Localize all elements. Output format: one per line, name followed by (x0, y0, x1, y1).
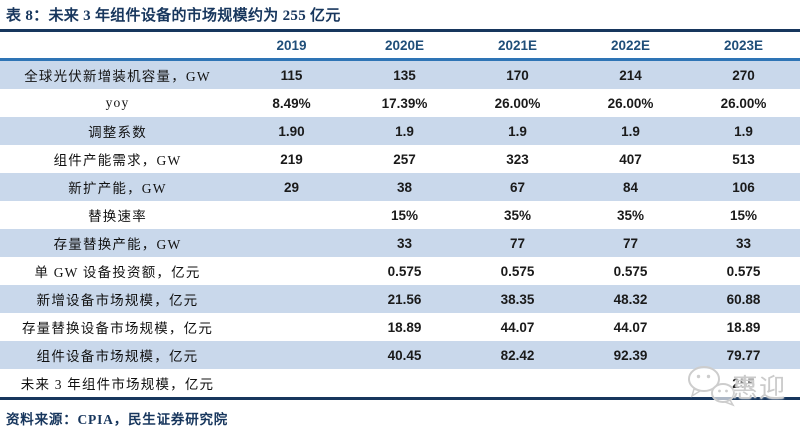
cell-value: 1.9 (621, 123, 640, 139)
cell-value: 84 (622, 179, 639, 195)
table-row: 新扩产能，GW 29 38 67 84 106 (0, 173, 800, 201)
cell-value: 8.49% (272, 95, 311, 111)
cell-value: 15% (390, 207, 419, 223)
row-label: 调整系数 (88, 125, 147, 140)
cell-value: 35% (503, 207, 532, 223)
row-label: 组件设备市场规模，亿元 (36, 349, 199, 364)
cell-value: 26.00% (720, 95, 767, 111)
column-header: 2019 (276, 37, 307, 53)
cell-value: 60.88 (726, 291, 761, 307)
cell-value: 255 (732, 375, 755, 391)
cell-value: 135 (393, 67, 416, 83)
table-row: yoy 8.49% 17.39% 26.00% 26.00% 26.00% (0, 89, 800, 117)
cell-value: 79.77 (726, 347, 761, 363)
cell-value: 21.56 (387, 291, 422, 307)
cell-value: 1.9 (734, 123, 753, 139)
table-header-row: 2019 2020E 2021E 2022E 2023E (0, 32, 800, 58)
table-title: 表 8：未来 3 年组件设备的市场规模约为 255 亿元 (6, 8, 341, 24)
cell-value: 17.39% (381, 95, 428, 111)
cell-value: 18.89 (387, 319, 422, 335)
cell-value: 407 (619, 151, 642, 167)
row-label: 组件产能需求，GW (53, 153, 182, 168)
cell-value: 1.9 (508, 123, 527, 139)
cell-value: 44.07 (500, 319, 535, 335)
table-row: 组件产能需求，GW 219 257 323 407 513 (0, 145, 800, 173)
source-line: 资料来源：CPIA，民生证券研究院 (6, 412, 229, 427)
row-label: 存量替换产能，GW (53, 237, 182, 252)
row-label: 全球光伏新增装机容量，GW (24, 69, 211, 84)
cell-value: 0.575 (613, 263, 648, 279)
row-label: 新扩产能，GW (68, 181, 167, 196)
cell-value: 26.00% (607, 95, 654, 111)
cell-value: 77 (622, 235, 639, 251)
cell-value: 33 (735, 235, 752, 251)
cell-value: 67 (509, 179, 526, 195)
table-row: 替换速率 15% 35% 35% 15% (0, 201, 800, 229)
cell-value: 106 (732, 179, 755, 195)
cell-value: 214 (619, 67, 642, 83)
column-header: 2021E (497, 37, 538, 53)
cell-value: 18.89 (726, 319, 761, 335)
table-row: 全球光伏新增装机容量，GW 115 135 170 214 270 (0, 61, 800, 89)
cell-value: 33 (396, 235, 413, 251)
cell-value: 82.42 (500, 347, 535, 363)
title-rule (0, 29, 800, 32)
row-label: 新增设备市场规模，亿元 (36, 293, 199, 308)
table-row: 新增设备市场规模，亿元 21.56 38.35 48.32 60.88 (0, 285, 800, 313)
cell-value: 92.39 (613, 347, 648, 363)
table-row: 存量替换设备市场规模，亿元 18.89 44.07 44.07 18.89 (0, 313, 800, 341)
row-label: 存量替换设备市场规模，亿元 (21, 321, 214, 336)
cell-value: 0.575 (500, 263, 535, 279)
table-row: 调整系数 1.90 1.9 1.9 1.9 1.9 (0, 117, 800, 145)
table-body: 全球光伏新增装机容量，GW 115 135 170 214 270 yoy 8.49% 17.3… (0, 61, 800, 397)
row-label: 替换速率 (88, 209, 147, 224)
cell-value: 323 (506, 151, 529, 167)
row-label: 单 GW 设备投资额，亿元 (34, 265, 201, 280)
cell-value: 257 (393, 151, 416, 167)
cell-value: 77 (509, 235, 526, 251)
table-row: 存量替换产能，GW 33 77 77 33 (0, 229, 800, 257)
cell-value: 513 (732, 151, 755, 167)
column-header: 2020E (384, 37, 425, 53)
cell-value: 35% (616, 207, 645, 223)
cell-value: 0.575 (387, 263, 422, 279)
cell-value: 1.90 (278, 123, 305, 139)
cell-value: 115 (280, 67, 303, 83)
cell-value: 26.00% (494, 95, 541, 111)
header-rule (0, 58, 800, 61)
column-header: 2022E (610, 37, 651, 53)
column-header: 2023E (723, 37, 764, 53)
cell-value: 1.9 (395, 123, 414, 139)
cell-value: 29 (283, 179, 300, 195)
cell-value: 48.32 (613, 291, 648, 307)
cell-value: 170 (506, 67, 529, 83)
cell-value: 270 (732, 67, 755, 83)
cell-value: 38.35 (500, 291, 535, 307)
table-row: 未来 3 年组件市场规模，亿元 255 (0, 369, 800, 397)
table-row: 单 GW 设备投资额，亿元 0.575 0.575 0.575 0.575 (0, 257, 800, 285)
cell-value: 38 (396, 179, 413, 195)
table-row: 组件设备市场规模，亿元 40.45 82.42 92.39 79.77 (0, 341, 800, 369)
cell-value: 219 (280, 151, 303, 167)
row-label: 未来 3 年组件市场规模，亿元 (20, 377, 215, 392)
cell-value: 44.07 (613, 319, 648, 335)
cell-value: 15% (729, 207, 758, 223)
table-bottom-rule (0, 397, 800, 400)
cell-value: 40.45 (387, 347, 422, 363)
cell-value: 0.575 (726, 263, 761, 279)
row-label: yoy (105, 95, 130, 110)
